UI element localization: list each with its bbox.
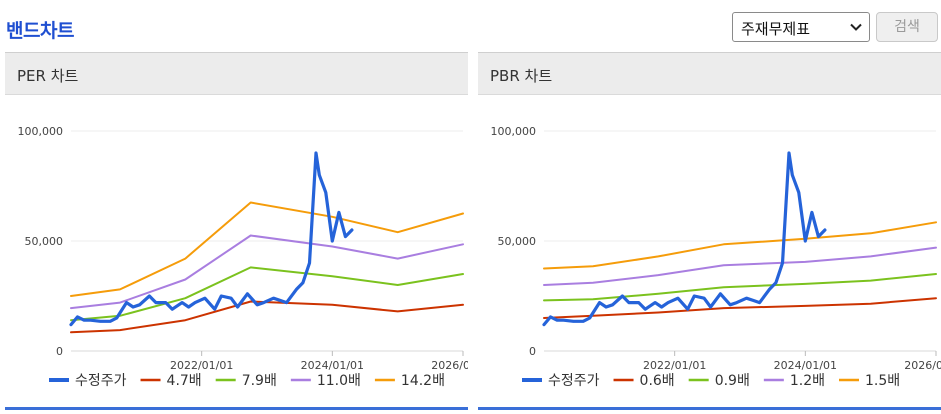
pbr-chart-title: PBR 차트 — [478, 53, 941, 95]
panel-divider — [5, 407, 468, 410]
search-button[interactable]: 검색 — [876, 12, 938, 42]
y-tick-label: 0 — [56, 345, 63, 358]
per-chart-title: PER 차트 — [5, 53, 468, 95]
legend-label: 1.5배 — [865, 373, 900, 389]
x-tick-label: 2022/01/01 — [170, 359, 233, 372]
page-title: 밴드차트 — [6, 20, 74, 42]
x-tick-label: 2024/01/01 — [774, 359, 837, 372]
band-line — [70, 300, 464, 334]
legend-label: 4.7배 — [167, 373, 202, 389]
legend-label: 11.0배 — [317, 373, 361, 389]
legend-label: 0.9배 — [715, 373, 750, 389]
band-line — [543, 297, 937, 319]
chevron-down-icon — [850, 23, 862, 31]
legend-label: 0.6배 — [640, 373, 675, 389]
pbr-chart-panel: PBR 차트 0 50,000 100,000 2022/01/01 2024/01/0… — [478, 52, 941, 410]
band-line — [70, 234, 464, 310]
per-chart-panel: PER 차트 0 50,000 100,000 2022/01/01 2024/01/0… — [5, 52, 468, 410]
band-line — [543, 273, 937, 302]
band-line — [70, 201, 464, 297]
x-tick-label: 2024/01/01 — [301, 359, 364, 372]
legend-label: 7.9배 — [242, 373, 277, 389]
per-chart: 0 50,000 100,000 2022/01/01 2024/01/01 2026/0… — [18, 125, 469, 389]
legend-label: 14.2배 — [401, 373, 445, 389]
y-tick-label: 50,000 — [25, 235, 64, 248]
legend-label: 수정주가 — [75, 373, 127, 389]
x-tick-label: 2022/01/01 — [643, 359, 706, 372]
band-line — [543, 246, 937, 286]
legend-label: 1.2배 — [790, 373, 825, 389]
y-tick-label: 100,000 — [491, 125, 537, 138]
band-line — [70, 266, 464, 322]
pbr-chart: 0 50,000 100,000 2022/01/01 2024/01/01 2026/0… — [491, 125, 941, 389]
x-tick-label: 2026/01/01 — [904, 359, 941, 372]
panel-divider — [478, 407, 941, 410]
band-line — [543, 221, 937, 270]
price-line — [69, 151, 354, 327]
y-tick-label: 50,000 — [498, 235, 537, 248]
y-tick-label: 0 — [529, 345, 536, 358]
legend-label: 수정주가 — [548, 373, 600, 389]
statement-type-selected-value: 주재무제표 — [741, 20, 811, 38]
x-tick-label: 2026/01/01 — [431, 359, 468, 372]
statement-type-select[interactable]: 주재무제표 — [732, 12, 870, 42]
y-tick-label: 100,000 — [18, 125, 64, 138]
price-line — [542, 151, 827, 327]
